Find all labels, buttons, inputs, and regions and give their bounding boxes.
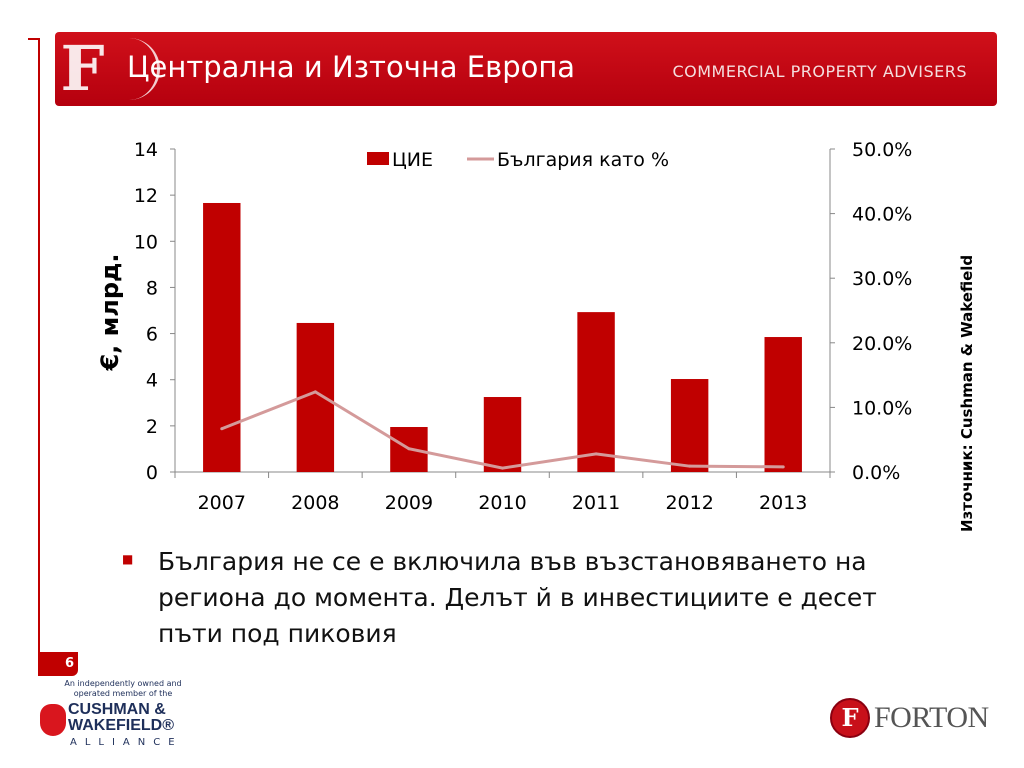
cw-name-2: WAKEFIELD® <box>68 717 175 734</box>
y2-tick-label: 10.0% <box>852 397 912 419</box>
x-tick-label: 2010 <box>478 492 526 514</box>
y-tick-label: 4 <box>146 370 158 392</box>
legend-label-bars: ЦИЕ <box>392 149 433 171</box>
y-axis-label: €, млрд. <box>96 253 124 371</box>
y-tick-label: 10 <box>134 231 158 253</box>
x-tick-label: 2008 <box>291 492 339 514</box>
x-tick-label: 2011 <box>572 492 620 514</box>
cw-name: CUSHMAN & WAKEFIELD® <box>68 702 174 734</box>
forton-logo: F FORTON <box>830 698 989 738</box>
line-point-2009 <box>407 447 411 451</box>
line-point-2008 <box>313 390 317 394</box>
header-subtitle: COMMERCIAL PROPERTY ADVISERS <box>672 62 967 81</box>
cw-name-1: CUSHMAN & <box>68 701 166 718</box>
frame-decoration <box>38 38 40 658</box>
x-tick-label: 2007 <box>198 492 246 514</box>
y2-tick-label: 40.0% <box>852 204 912 226</box>
x-tick-label: 2013 <box>759 492 807 514</box>
bar-2013 <box>764 337 802 472</box>
cushman-wakefield-logo: An independently owned and operated memb… <box>38 679 188 767</box>
bar-2007 <box>203 202 241 473</box>
building-globe-icon <box>40 704 66 736</box>
page-title: Централна и Източна Европа <box>127 50 576 84</box>
cw-alliance: ALLIANCE <box>70 737 183 748</box>
y-tick-label: 14 <box>134 139 158 161</box>
y2-tick-label: 50.0% <box>852 139 912 161</box>
x-tick-label: 2012 <box>665 492 713 514</box>
bullet-icon: ■ <box>122 552 134 566</box>
logo-arc-decoration <box>117 38 160 100</box>
frame-decoration <box>28 38 40 40</box>
y2-tick-label: 30.0% <box>852 268 912 290</box>
y-tick-label: 2 <box>146 416 158 438</box>
line-point-2012 <box>688 464 692 468</box>
bar-2011 <box>577 312 615 472</box>
legend-label-line: България като % <box>497 149 669 171</box>
forton-name: FORTON <box>874 701 989 734</box>
line-point-2010 <box>501 466 504 470</box>
y-tick-label: 0 <box>146 462 158 484</box>
y2-tick-label: 0.0% <box>852 462 900 484</box>
line-point-2011 <box>594 452 598 456</box>
line-point-2007 <box>220 427 224 431</box>
bar-2010 <box>483 397 522 472</box>
y-tick-label: 12 <box>134 185 158 207</box>
bullet-text: България не се е включила във възстановя… <box>158 547 877 648</box>
y2-tick-label: 20.0% <box>852 333 912 355</box>
x-tick-label: 2009 <box>385 492 433 514</box>
source-note: Източник: Cushman & Wakefield <box>958 254 976 532</box>
forton-logo-icon: F <box>60 32 105 105</box>
line-point-2013 <box>781 465 785 469</box>
bar-2012 <box>670 379 709 472</box>
y-tick-label: 8 <box>146 277 158 299</box>
y-tick-label: 6 <box>146 324 158 346</box>
header-banner: F Централна и Източна Европа COMMERCIAL … <box>55 32 997 106</box>
page-number: 6 <box>38 652 78 676</box>
cw-tagline: An independently owned and operated memb… <box>64 679 182 698</box>
forton-f-icon: F <box>830 698 870 738</box>
legend-bar-swatch <box>367 152 389 165</box>
